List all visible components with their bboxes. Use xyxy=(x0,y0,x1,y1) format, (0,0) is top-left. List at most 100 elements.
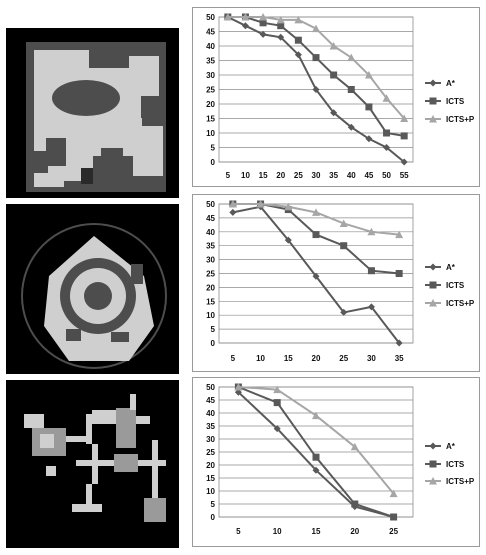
x-tick-label: 5 xyxy=(231,354,236,363)
x-tick-label: 50 xyxy=(382,171,391,180)
data-point xyxy=(294,15,303,24)
x-tick-label: 10 xyxy=(273,527,282,536)
data-point xyxy=(365,135,373,143)
data-point xyxy=(273,399,281,407)
data-point xyxy=(229,208,237,216)
legend-label: A* xyxy=(446,442,456,451)
data-point xyxy=(241,13,250,21)
legend-label: ICTS xyxy=(446,281,465,290)
x-tick-label: 20 xyxy=(276,171,285,180)
data-point xyxy=(400,158,408,166)
y-tick-label: 15 xyxy=(206,474,215,483)
data-point xyxy=(241,22,249,30)
data-point xyxy=(277,22,285,30)
data-point xyxy=(330,109,338,117)
x-tick-label: 35 xyxy=(395,354,404,363)
data-point xyxy=(339,219,348,227)
legend-marker xyxy=(429,299,437,307)
data-point xyxy=(312,54,320,62)
y-tick-label: 20 xyxy=(206,461,215,470)
legend-label: A* xyxy=(446,79,456,88)
y-tick-label: 35 xyxy=(206,57,215,66)
data-point xyxy=(294,36,302,44)
series-line-icts-p xyxy=(227,16,405,120)
y-tick-label: 50 xyxy=(206,383,215,392)
map-2-image xyxy=(21,223,167,369)
legend-label: ICTS+P xyxy=(446,477,475,486)
chart-2-svg: 0 5 10 15 20 25 30 35 40 45 50 5 10 15 20 25 30 35 A* ICTS I… xyxy=(206,200,475,363)
y-tick-label: 50 xyxy=(206,13,215,22)
data-point xyxy=(365,103,373,111)
data-point xyxy=(312,208,320,216)
y-tick-label: 45 xyxy=(206,396,215,405)
data-point xyxy=(347,123,355,131)
y-tick-label: 25 xyxy=(206,86,215,95)
data-point xyxy=(273,425,281,433)
y-tick-label: 40 xyxy=(206,409,215,418)
data-point xyxy=(294,51,302,59)
data-point xyxy=(347,53,356,62)
chart-panel-2: 0 5 10 15 20 25 30 35 40 45 50 5 10 15 20 25 30 35 A* ICTS I… xyxy=(192,194,480,372)
y-tick-label: 5 xyxy=(211,144,216,153)
y-tick-label: 0 xyxy=(211,513,216,522)
y-tick-label: 20 xyxy=(206,100,215,109)
map-thumbnail-1 xyxy=(6,28,179,198)
data-point xyxy=(312,272,320,280)
y-tick-label: 10 xyxy=(206,487,215,496)
map-1-image xyxy=(26,42,166,192)
x-tick-label: 25 xyxy=(294,171,303,180)
chart-panel-3: 0 5 10 15 20 25 30 35 40 45 50 5 10 15 20 25 A* ICTS ICTS+… xyxy=(192,377,480,547)
map-thumbnail-3 xyxy=(6,380,179,548)
data-point xyxy=(223,13,232,21)
y-tick-label: 0 xyxy=(211,158,216,167)
data-point xyxy=(228,200,237,208)
y-tick-label: 15 xyxy=(206,115,215,124)
y-tick-label: 0 xyxy=(211,339,216,348)
data-point xyxy=(276,15,285,24)
chart-3-svg: 0 5 10 15 20 25 30 35 40 45 50 5 10 15 20 25 A* ICTS ICTS+… xyxy=(206,383,475,536)
x-tick-label: 25 xyxy=(339,354,348,363)
x-tick-label: 10 xyxy=(241,171,250,180)
legend-label: ICTS+P xyxy=(446,299,475,308)
legend-label: ICTS+P xyxy=(446,115,475,124)
legend-marker xyxy=(429,79,437,87)
data-point xyxy=(312,411,320,420)
x-tick-label: 25 xyxy=(389,527,398,536)
data-point xyxy=(256,200,265,208)
x-tick-label: 15 xyxy=(312,527,321,536)
data-point xyxy=(259,30,267,38)
y-tick-label: 15 xyxy=(206,297,215,306)
data-point xyxy=(277,33,285,41)
data-point xyxy=(312,231,320,239)
x-tick-label: 30 xyxy=(367,354,376,363)
data-point xyxy=(259,13,268,21)
data-point xyxy=(329,42,338,50)
y-tick-label: 30 xyxy=(206,71,215,80)
legend-label: A* xyxy=(446,263,456,272)
y-tick-label: 20 xyxy=(206,283,215,292)
y-tick-label: 5 xyxy=(211,325,216,334)
x-tick-label: 5 xyxy=(226,171,231,180)
x-tick-label: 20 xyxy=(350,527,359,536)
data-point xyxy=(347,86,355,93)
y-tick-label: 35 xyxy=(206,422,215,431)
y-tick-label: 10 xyxy=(206,311,215,320)
data-point xyxy=(340,242,348,250)
legend-marker xyxy=(429,97,437,105)
legend-marker xyxy=(429,263,437,271)
data-point xyxy=(234,383,243,391)
data-point xyxy=(273,385,282,394)
data-point xyxy=(367,267,375,275)
x-tick-label: 15 xyxy=(284,354,293,363)
legend-marker xyxy=(429,442,437,450)
data-point xyxy=(350,442,359,451)
data-point xyxy=(312,453,320,461)
y-tick-label: 5 xyxy=(211,500,216,509)
legend-marker xyxy=(429,477,437,485)
legend-label: ICTS xyxy=(446,97,465,106)
data-point xyxy=(312,466,320,474)
y-tick-label: 25 xyxy=(206,448,215,457)
data-point xyxy=(383,144,391,151)
plot-area xyxy=(218,16,414,163)
y-tick-label: 40 xyxy=(206,42,215,51)
